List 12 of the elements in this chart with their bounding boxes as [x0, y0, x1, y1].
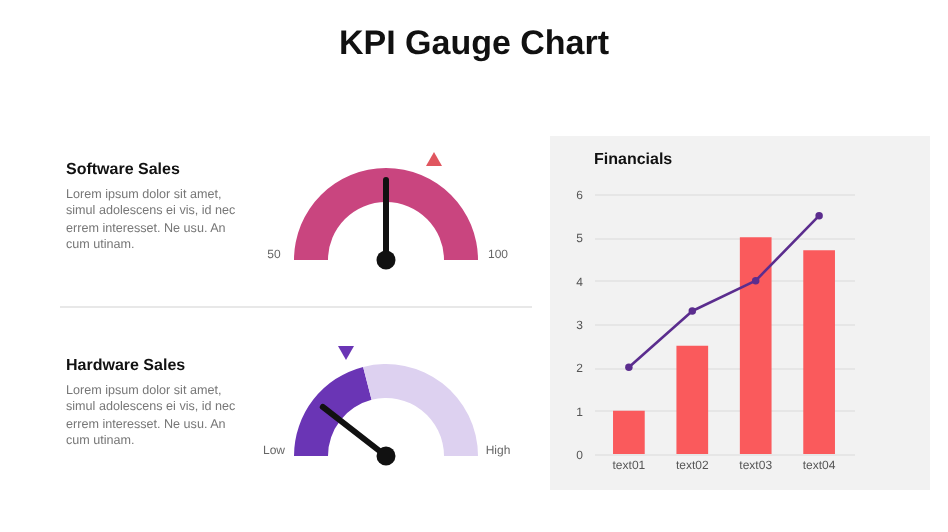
text: Hardware Sales	[66, 356, 186, 374]
point	[815, 211, 823, 220]
bar	[676, 345, 709, 454]
chart-title: Financials	[594, 150, 674, 168]
text: KPI Gauge Chart	[336, 24, 612, 64]
point	[751, 276, 760, 285]
bar	[613, 410, 645, 454]
text: Software Sales	[66, 160, 180, 178]
point	[625, 363, 633, 372]
bar	[803, 250, 835, 454]
point	[688, 307, 697, 315]
bar	[739, 237, 772, 454]
